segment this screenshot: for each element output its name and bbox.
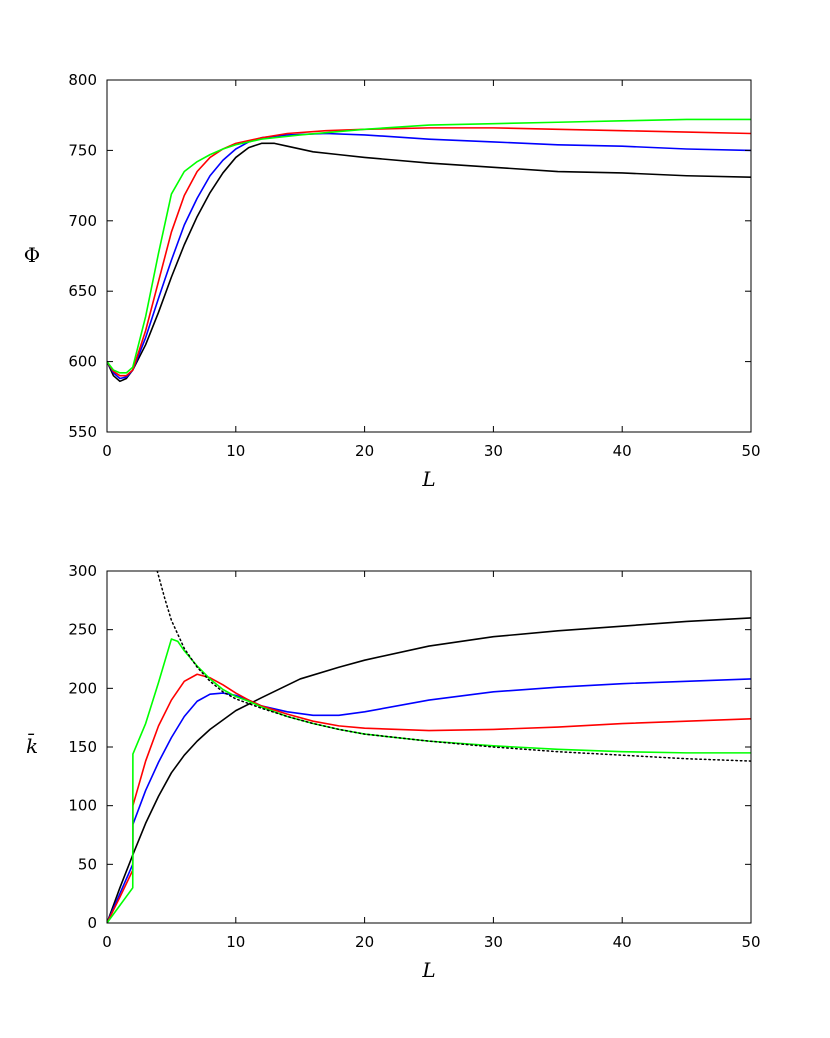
y-tick-label: 700: [68, 212, 97, 230]
x-tick-label: 0: [102, 933, 112, 951]
y-tick-label: 150: [68, 738, 97, 756]
series-group: [107, 571, 751, 923]
x-tick-label: 40: [613, 933, 632, 951]
x-tick-label: 20: [355, 933, 374, 951]
series-line-3: [107, 118, 751, 374]
y-tick-label: 100: [68, 797, 97, 815]
y-tick-label: 800: [68, 71, 97, 89]
y-tick-label: 300: [68, 562, 97, 580]
y-tick-label: 50: [78, 855, 97, 873]
series-line-1: [107, 678, 751, 923]
series-line-3: [107, 638, 751, 923]
top-panel-phi: 0 10 20 30 40 50 550 600 650 700 750 800 L Φ: [24, 71, 761, 491]
y-tick-label: 250: [68, 621, 97, 639]
x-tick-label: 30: [484, 442, 503, 460]
y-tick-label: 200: [68, 679, 97, 697]
series-line-0: [107, 142, 751, 383]
y-tick-label: 650: [68, 282, 97, 300]
series-group: [107, 118, 751, 383]
x-tick-label: 10: [226, 933, 245, 951]
x-axis-label: L: [421, 467, 435, 491]
series-line-2: [107, 127, 751, 377]
y-tick-label: 600: [68, 353, 97, 371]
x-tick-label: 50: [741, 442, 760, 460]
x-tick-label: 10: [226, 442, 245, 460]
x-tick-label: 0: [102, 442, 112, 460]
x-tick-label: 40: [613, 442, 632, 460]
bottom-panel-kbar: 0 10 20 30 40 50 0 50 100 150 200 250 300 Lk̄: [26, 562, 761, 982]
x-tick-label: 30: [484, 933, 503, 951]
y-axis-label: k̄: [26, 733, 38, 758]
series-line-1: [107, 132, 751, 380]
series-line-0: [107, 617, 751, 923]
y-tick-label: 550: [68, 423, 97, 441]
axes-frame: [106, 79, 752, 433]
x-tick-label: 50: [741, 933, 760, 951]
series-line-4: [156, 571, 751, 762]
x-axis-label: L: [421, 958, 435, 982]
y-tick-label: 0: [87, 914, 97, 932]
y-tick-label: 750: [68, 141, 97, 159]
series-line-2: [107, 673, 751, 923]
x-tick-label: 20: [355, 442, 374, 460]
y-axis-label: Φ: [24, 243, 40, 267]
